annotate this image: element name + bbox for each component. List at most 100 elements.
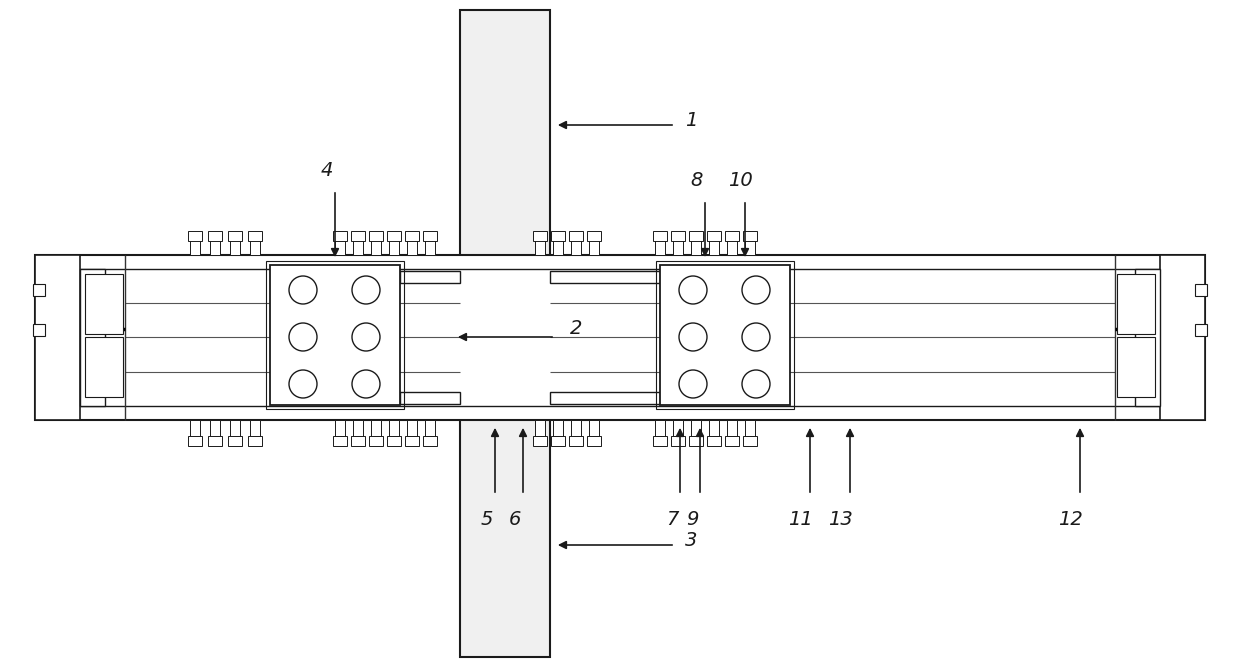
Text: 2: 2 [570,319,583,338]
Bar [671,436,684,446]
Text: 7: 7 [666,510,678,529]
Bar [188,436,202,446]
Bar [371,239,381,255]
Bar [1195,284,1207,296]
Bar [387,231,401,241]
Text: 8: 8 [691,171,703,190]
Bar [1135,269,1159,406]
Bar [534,420,546,436]
Bar [743,436,756,446]
Bar [1117,274,1154,334]
Bar [335,420,345,436]
Text: 13: 13 [827,510,852,529]
Bar [86,337,123,397]
Bar [335,239,345,255]
Bar [33,284,45,296]
Bar [707,231,720,241]
Bar [248,436,262,446]
Circle shape [352,323,379,351]
Bar [401,271,460,283]
Bar [405,436,419,446]
Bar [570,239,582,255]
Bar [671,231,684,241]
Bar [655,239,665,255]
Bar [689,231,703,241]
Bar [407,239,417,255]
Bar [553,239,563,255]
Bar [589,239,599,255]
Text: 1: 1 [684,111,697,129]
Bar [229,420,241,436]
Text: 11: 11 [787,510,812,529]
Bar [653,436,667,446]
Circle shape [680,323,707,351]
Circle shape [680,276,707,304]
Bar [334,231,347,241]
Bar [745,420,755,436]
Bar [228,231,242,241]
Bar [389,239,399,255]
Bar [351,231,365,241]
Bar [534,239,546,255]
Bar [569,436,583,446]
Bar [208,231,222,241]
Circle shape [289,276,317,304]
Circle shape [742,276,770,304]
Bar [707,436,720,446]
Bar [188,231,202,241]
Bar [569,231,583,241]
Bar [460,10,551,657]
Bar [33,324,45,336]
Bar [270,265,401,405]
Circle shape [289,323,317,351]
Bar [425,420,435,436]
Bar [745,239,755,255]
Bar [570,420,582,436]
Bar [250,420,260,436]
Circle shape [680,370,707,398]
Bar [725,436,739,446]
Bar [229,239,241,255]
Bar [689,436,703,446]
Bar [1159,255,1205,420]
Circle shape [352,370,379,398]
Bar [401,392,460,404]
Bar [691,420,701,436]
Bar [660,265,790,405]
Text: 12: 12 [1058,510,1083,529]
Text: 4: 4 [321,161,334,180]
Bar [353,239,363,255]
Text: 9: 9 [686,510,698,529]
Bar [691,239,701,255]
Text: 5: 5 [481,510,494,529]
Bar [551,392,660,404]
Text: 3: 3 [684,530,697,550]
Text: 10: 10 [728,171,753,190]
Bar [656,261,794,409]
Bar [553,420,563,436]
Bar [709,420,719,436]
Bar [587,436,601,446]
Bar [407,420,417,436]
Bar [551,436,565,446]
Bar [35,255,81,420]
Bar [425,239,435,255]
Circle shape [742,370,770,398]
Bar [423,231,436,241]
Bar [655,420,665,436]
Bar [210,239,219,255]
Bar [190,239,200,255]
Bar [1117,337,1154,397]
Bar [653,231,667,241]
Circle shape [352,276,379,304]
Bar [208,436,222,446]
Bar [405,231,419,241]
Bar [86,274,123,334]
Bar [727,420,737,436]
Bar [81,269,105,406]
Bar [370,436,383,446]
Bar [334,436,347,446]
Bar [589,420,599,436]
Bar [725,231,739,241]
Bar [387,436,401,446]
